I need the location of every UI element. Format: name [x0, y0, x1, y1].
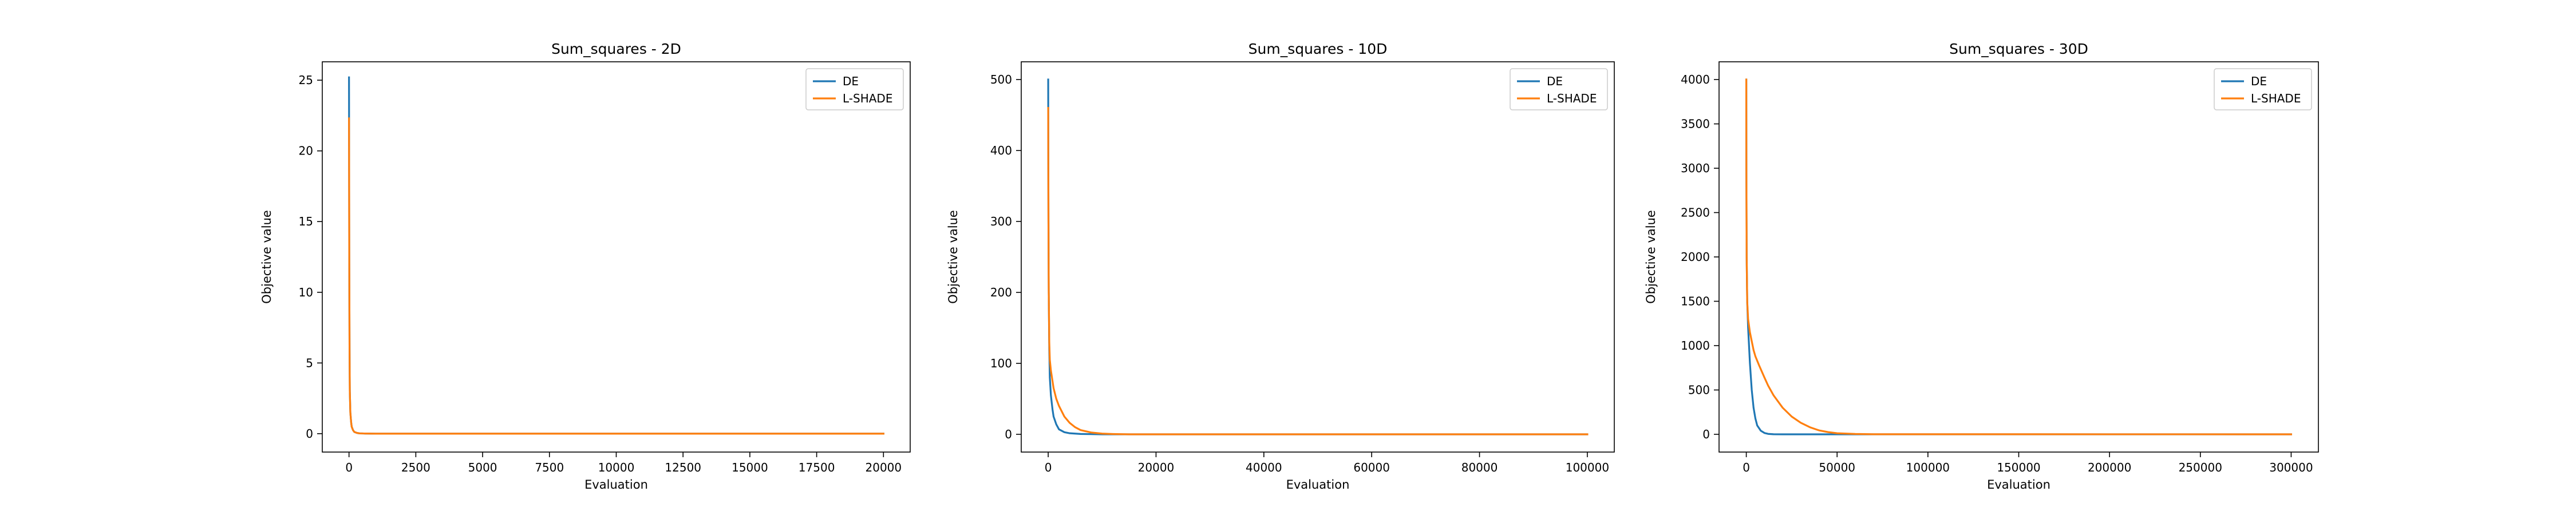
x-tick-label: 0 [1045, 461, 1052, 474]
x-tick-label: 80000 [1461, 461, 1498, 474]
y-tick-label: 400 [990, 144, 1012, 157]
chart-title: Sum_squares - 10D [1249, 41, 1388, 57]
x-tick-label: 20000 [866, 461, 902, 474]
x-axis-label: Evaluation [1286, 478, 1350, 492]
x-tick-label: 5000 [468, 461, 497, 474]
series-line-l-shade [348, 117, 884, 435]
chart-panel-3: 0 50000 100000 150000 200000 250000 300000 0 500… [1644, 41, 2319, 492]
legend-box [2214, 68, 2312, 110]
x-axis-label: Evaluation [584, 478, 648, 492]
y-tick-label: 0 [306, 427, 313, 441]
x-tick-label: 2500 [401, 461, 430, 474]
y-axis-label: Objective value [1644, 210, 1658, 304]
y-tick-label: 10 [299, 286, 313, 299]
x-tick-label: 250000 [2179, 461, 2222, 474]
series-line-l-shade [1047, 106, 1589, 435]
y-axis-label: Objective value [946, 210, 960, 304]
y-tick-label: 0 [1005, 427, 1012, 441]
legend-entry-de: DE [843, 74, 859, 88]
y-tick-label: 20 [299, 144, 313, 158]
x-tick-label: 12500 [665, 461, 701, 474]
y-tick-label: 2500 [1681, 206, 1710, 220]
x-tick-label: 20000 [1138, 461, 1175, 474]
legend-entry-l-shade: L-SHADE [2251, 92, 2301, 105]
y-tick-label: 2000 [1681, 250, 1710, 264]
y-tick-label: 5 [306, 356, 313, 370]
legend-entry-de: DE [1547, 74, 1563, 88]
chart-title: Sum_squares - 30D [1949, 41, 2088, 57]
x-tick-label: 0 [345, 461, 353, 474]
y-tick-label: 500 [990, 73, 1012, 86]
y-tick-label: 1500 [1681, 295, 1710, 308]
y-tick-label: 0 [1702, 427, 1710, 441]
x-tick-label: 40000 [1246, 461, 1282, 474]
y-tick-label: 15 [299, 215, 313, 228]
y-tick-label: 3500 [1681, 117, 1710, 131]
y-tick-label: 300 [990, 215, 1012, 228]
y-tick-label: 100 [990, 356, 1012, 370]
series-line-l-shade [1745, 78, 2293, 435]
x-tick-label: 50000 [1819, 461, 1855, 474]
legend-box [805, 68, 904, 110]
plot-frame [1021, 61, 1615, 453]
chart-panel-1: 0 2500 5000 7500 10000 12500 15000 17500 20000 0 5… [260, 41, 911, 492]
x-tick-label: 0 [1743, 461, 1750, 474]
chart-title: Sum_squares - 2D [551, 41, 681, 57]
y-tick-label: 200 [990, 286, 1012, 299]
x-tick-label: 300000 [2269, 461, 2313, 474]
x-tick-label: 150000 [1997, 461, 2040, 474]
x-tick-label: 100000 [1906, 461, 1950, 474]
chart-panel-2: 0 20000 40000 60000 80000 100000 0 100 200 300 400… [946, 41, 1615, 492]
legend-entry-l-shade: L-SHADE [1547, 92, 1597, 105]
x-tick-label: 15000 [732, 461, 768, 474]
x-tick-label: 60000 [1353, 461, 1390, 474]
y-tick-label: 3000 [1681, 161, 1710, 175]
legend-box [1510, 68, 1608, 110]
x-tick-label: 7500 [535, 461, 564, 474]
x-tick-label: 17500 [799, 461, 835, 474]
x-axis-label: Evaluation [1987, 478, 2050, 492]
x-tick-label: 10000 [598, 461, 635, 474]
y-axis-label: Objective value [260, 210, 274, 304]
legend-entry-de: DE [2251, 74, 2267, 88]
y-tick-label: 25 [299, 73, 313, 87]
legend-entry-l-shade: L-SHADE [843, 92, 892, 105]
x-tick-label: 100000 [1566, 461, 1609, 474]
y-tick-label: 500 [1688, 383, 1710, 397]
y-tick-label: 1000 [1681, 339, 1710, 352]
y-tick-label: 4000 [1681, 73, 1710, 86]
x-tick-label: 200000 [2088, 461, 2131, 474]
